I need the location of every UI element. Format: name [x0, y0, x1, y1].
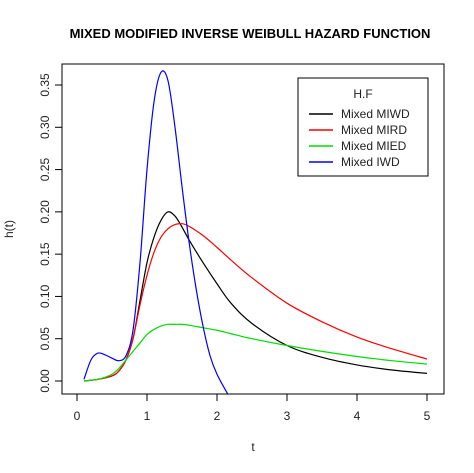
x-tick-label: 4 — [354, 409, 361, 423]
x-tick-label: 2 — [214, 409, 221, 423]
y-axis: 0.00 0.05 0.10 0.15 0.20 0.25 0.30 0.35 — [38, 73, 63, 393]
chart-title: MIXED MODIFIED INVERSE WEIBULL HAZARD FU… — [70, 26, 431, 41]
y-tick-label: 0.20 — [38, 200, 52, 224]
series-line-mixed-iwd — [83, 70, 229, 394]
series-layer — [83, 70, 428, 394]
x-tick-label: 0 — [74, 409, 81, 423]
y-tick-label: 0.05 — [38, 327, 52, 351]
x-tick-label: 5 — [424, 409, 431, 423]
y-tick-label: 0.00 — [38, 369, 52, 393]
series-line-mixed-mird — [83, 222, 428, 382]
x-tick-label: 3 — [284, 409, 291, 423]
legend-label-mixed-mied: Mixed MIED — [341, 139, 407, 153]
y-tick-label: 0.25 — [38, 158, 52, 182]
x-tick-label: 1 — [144, 409, 151, 423]
legend-label-mixed-iwd: Mixed IWD — [341, 155, 400, 169]
series-line-mixed-miwd — [83, 211, 428, 382]
legend-box — [297, 77, 429, 177]
legend-entries: Mixed MIWD Mixed MIRD Mixed MIED Mixed IWD — [309, 107, 410, 169]
y-axis-title: h(t) — [2, 220, 16, 238]
legend-label-mixed-mird: Mixed MIRD — [341, 123, 407, 137]
y-tick-label: 0.10 — [38, 284, 52, 308]
y-tick-label: 0.15 — [38, 242, 52, 266]
y-tick-label: 0.30 — [38, 115, 52, 139]
x-axis-title: t — [251, 440, 255, 454]
legend-title: H.F — [353, 87, 372, 101]
legend-label-mixed-miwd: Mixed MIWD — [341, 107, 410, 121]
x-axis: 0 1 2 3 4 5 — [74, 393, 431, 423]
series-line-mixed-mied — [83, 323, 428, 382]
y-tick-label: 0.35 — [38, 73, 52, 97]
